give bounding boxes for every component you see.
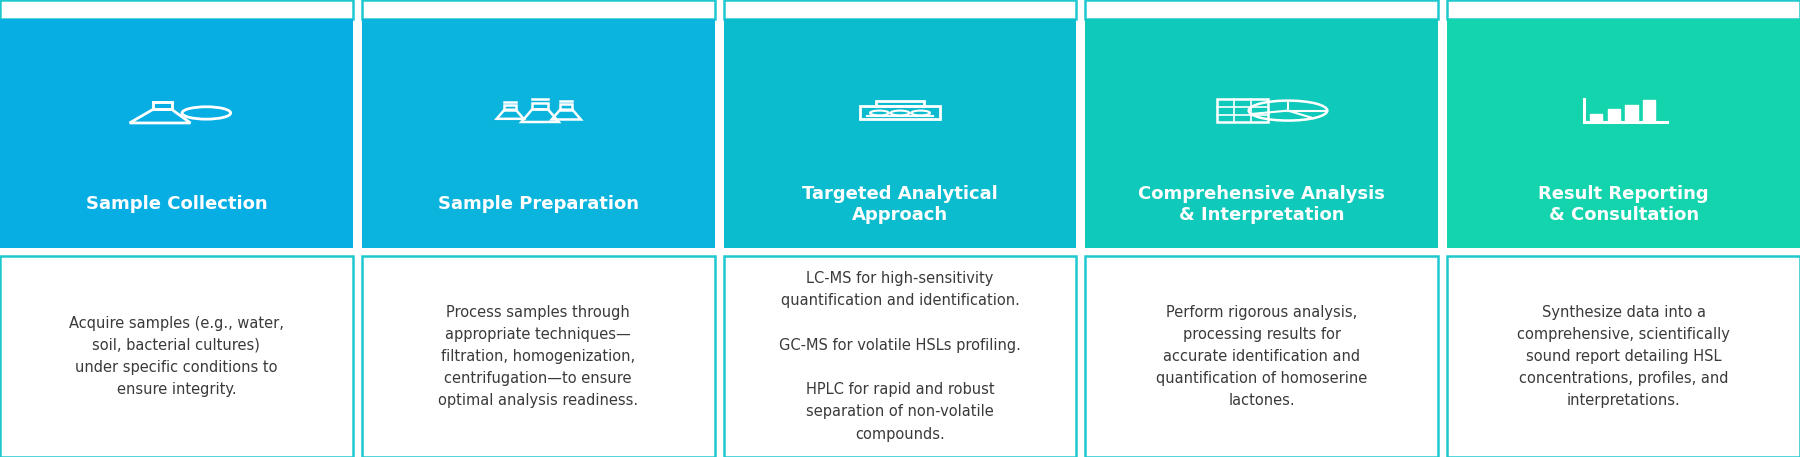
Text: Sample Preparation: Sample Preparation — [437, 195, 639, 213]
Text: Synthesize data into a
comprehensive, scientifically
sound report detailing HSL
: Synthesize data into a comprehensive, sc… — [1517, 304, 1730, 409]
Bar — [560, 105, 572, 110]
Bar — [1589, 114, 1602, 122]
FancyBboxPatch shape — [0, 256, 353, 457]
Text: LC-MS for high-sensitivity
quantification and identification.

GC-MS for volatil: LC-MS for high-sensitivity quantificatio… — [779, 271, 1021, 441]
Bar — [860, 106, 940, 119]
FancyBboxPatch shape — [1085, 0, 1438, 19]
FancyBboxPatch shape — [724, 256, 1076, 457]
Bar — [1607, 109, 1620, 122]
FancyBboxPatch shape — [362, 256, 715, 457]
Bar — [1625, 105, 1638, 122]
Bar — [1217, 99, 1269, 122]
Bar — [877, 101, 923, 106]
FancyBboxPatch shape — [1085, 256, 1438, 457]
Text: Sample Collection: Sample Collection — [86, 195, 266, 213]
Bar — [533, 103, 547, 109]
Text: Process samples through
appropriate techniques—
filtration, homogenization,
cent: Process samples through appropriate tech… — [437, 304, 639, 409]
Text: Targeted Analytical
Approach: Targeted Analytical Approach — [803, 185, 997, 223]
FancyBboxPatch shape — [724, 19, 1076, 248]
FancyBboxPatch shape — [1447, 0, 1800, 19]
FancyBboxPatch shape — [1085, 19, 1438, 248]
FancyBboxPatch shape — [362, 0, 715, 19]
FancyBboxPatch shape — [0, 0, 353, 19]
FancyBboxPatch shape — [1447, 256, 1800, 457]
Text: Perform rigorous analysis,
processing results for
accurate identification and
qu: Perform rigorous analysis, processing re… — [1156, 304, 1368, 409]
Text: Acquire samples (e.g., water,
soil, bacterial cultures)
under specific condition: Acquire samples (e.g., water, soil, bact… — [68, 316, 284, 397]
FancyBboxPatch shape — [0, 19, 353, 248]
FancyBboxPatch shape — [362, 19, 715, 248]
Text: Comprehensive Analysis
& Interpretation: Comprehensive Analysis & Interpretation — [1138, 185, 1386, 223]
FancyBboxPatch shape — [1447, 19, 1800, 248]
Text: Result Reporting
& Consultation: Result Reporting & Consultation — [1539, 185, 1708, 223]
Bar — [1643, 100, 1656, 122]
FancyBboxPatch shape — [724, 0, 1076, 19]
Bar — [153, 101, 171, 109]
Bar — [504, 105, 517, 110]
